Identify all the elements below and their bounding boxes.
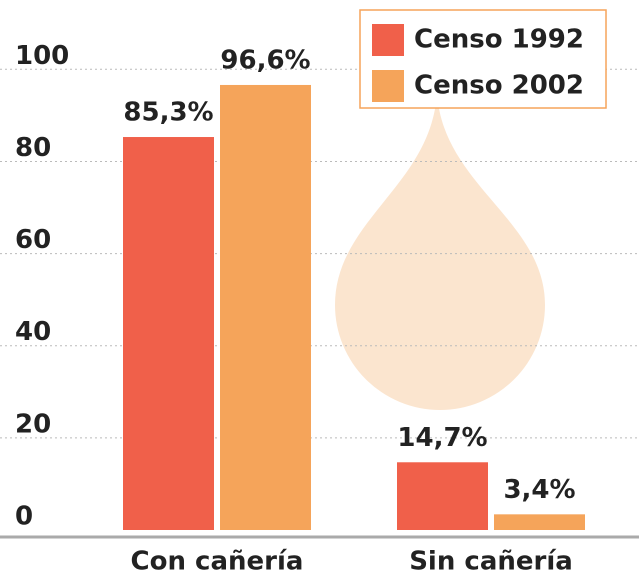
value-label: 14,7% bbox=[397, 423, 487, 453]
x-tick-label: Con cañería bbox=[131, 547, 304, 577]
value-label: 96,6% bbox=[220, 45, 310, 75]
legend-label: Censo 2002 bbox=[414, 71, 584, 101]
bar bbox=[494, 514, 585, 530]
legend-swatch bbox=[372, 24, 404, 56]
water-drop bbox=[335, 92, 545, 410]
bar bbox=[397, 462, 488, 530]
legend-swatch bbox=[372, 70, 404, 102]
x-tick-label: Sin cañería bbox=[409, 547, 573, 577]
y-tick-label: 0 bbox=[15, 502, 33, 532]
y-tick-label: 40 bbox=[15, 317, 51, 347]
y-tick-label: 60 bbox=[15, 225, 51, 255]
bar bbox=[123, 137, 214, 530]
y-tick-label: 100 bbox=[15, 41, 69, 71]
bar bbox=[220, 85, 311, 530]
legend-label: Censo 1992 bbox=[414, 25, 584, 55]
y-tick-label: 80 bbox=[15, 133, 51, 163]
value-label: 85,3% bbox=[123, 98, 213, 128]
value-label: 3,4% bbox=[503, 475, 575, 505]
chart: 0 20 40 60 80 100 Con cañería 85,3%96,6% Sin cañ… bbox=[0, 0, 639, 579]
y-tick-label: 20 bbox=[15, 409, 51, 439]
